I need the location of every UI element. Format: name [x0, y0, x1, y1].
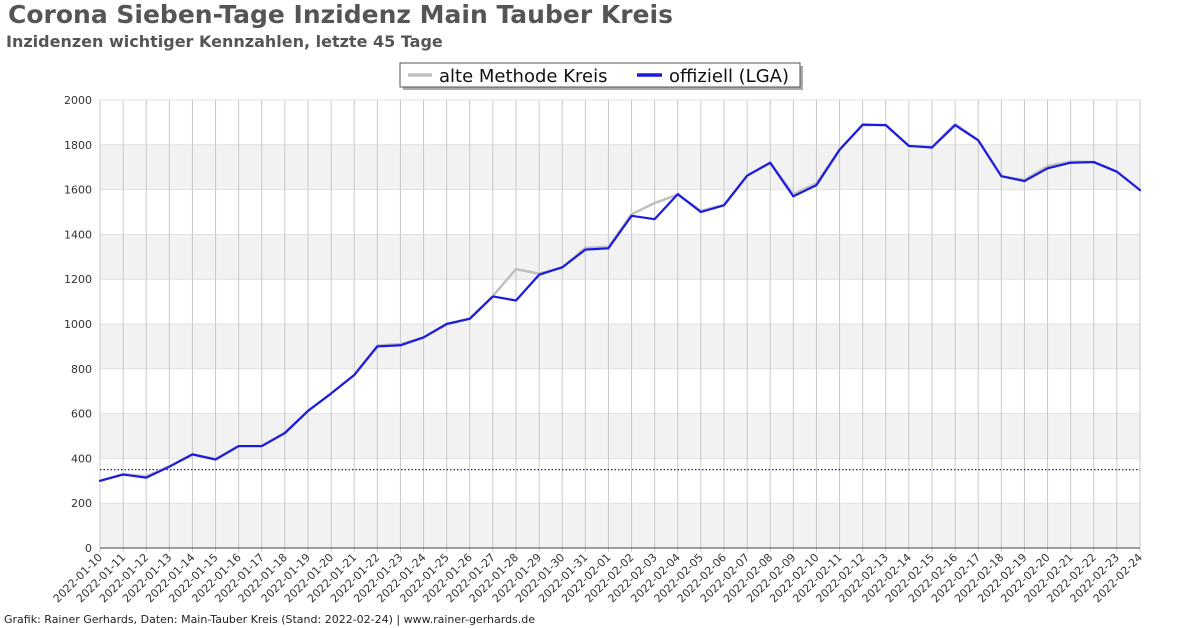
y-tick-label: 1400 [64, 228, 92, 241]
y-tick-label: 2000 [64, 94, 92, 107]
x-axis-tick-labels: 2022-01-102022-01-112022-01-122022-01-13… [51, 551, 1145, 605]
background-band [100, 503, 1140, 548]
series-line-offiziell [98, 123, 1142, 482]
background-band [100, 324, 1140, 369]
chart-subtitle: Inzidenzen wichtiger Kennzahlen, letzte … [6, 32, 443, 51]
y-tick-label: 600 [71, 408, 92, 421]
background-band [100, 144, 1140, 190]
series-layer [98, 122, 1142, 483]
y-tick-label: 200 [71, 497, 92, 510]
horizontal-gridlines [100, 99, 1140, 549]
y-tick-label: 800 [71, 363, 92, 376]
y-tick-label: 1200 [64, 273, 92, 286]
legend-label-offiziell: offiziell (LGA) [669, 66, 789, 87]
background-band [100, 234, 1140, 280]
chart-title: Corona Sieben-Tage Inzidenz Main Tauber … [8, 0, 673, 29]
background-band [100, 413, 1140, 459]
y-tick-label: 400 [71, 452, 92, 465]
legend-box [399, 62, 801, 88]
legend-label-alte-methode: alte Methode Kreis [439, 66, 607, 87]
y-tick-label: 1600 [64, 184, 92, 197]
footer-credits: Grafik: Rainer Gerhards, Daten: Main-Tau… [4, 613, 536, 626]
y-tick-label: 0 [85, 542, 92, 555]
y-axis-tick-labels: 0 200 400 600 800 1000 1200 1400 1600 1800 2000 [64, 94, 92, 555]
y-tick-label: 1800 [64, 139, 92, 152]
legend: alte Methode Kreis offiziell (LGA) [399, 62, 803, 90]
background-bands [100, 144, 1140, 548]
y-tick-label: 1000 [64, 318, 92, 331]
